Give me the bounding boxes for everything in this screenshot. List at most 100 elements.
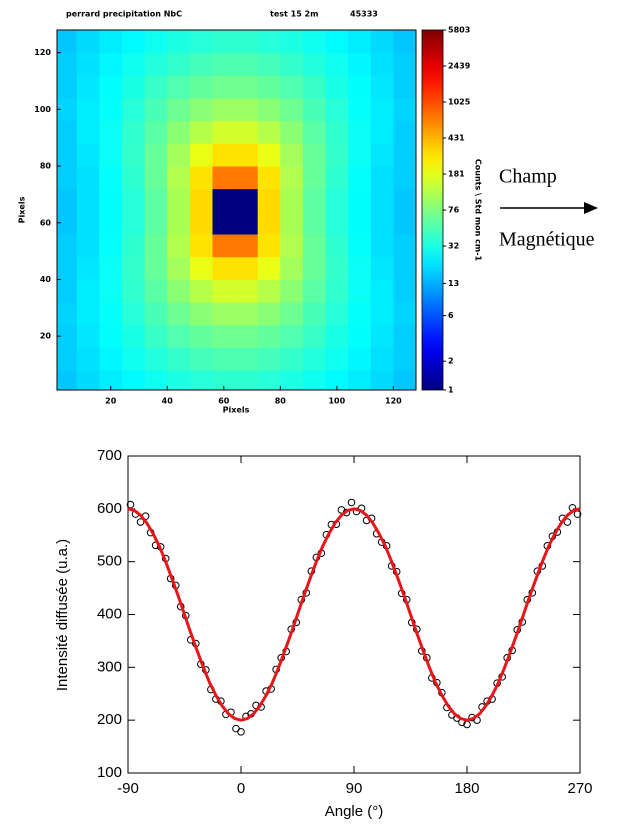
colorbar-tick-label: 6: [448, 311, 454, 320]
heatmap-cell: [280, 324, 304, 348]
heatmap-cell: [76, 347, 100, 371]
heatmap-cell: [257, 256, 281, 280]
y-tick-label: 100: [34, 105, 51, 114]
y-tick-label: 500: [97, 553, 122, 570]
heatmap-cell: [57, 98, 78, 122]
heatmap-cell: [212, 52, 236, 76]
heatmap-cell: [212, 211, 236, 235]
heatmap-cell: [302, 347, 326, 371]
heatmap-cell: [99, 143, 123, 167]
heatmap-cell: [76, 234, 100, 258]
heatmap-cell: [257, 234, 281, 258]
heatmap-cell: [302, 143, 326, 167]
heatmap-cell: [122, 30, 146, 54]
heatmap-cell: [280, 256, 304, 280]
heatmap-cell: [370, 370, 394, 390]
heatmap-cell: [302, 98, 326, 122]
heatmap-cell: [348, 75, 372, 99]
heatmap-cell: [325, 302, 349, 326]
heatmap-cell: [189, 279, 213, 303]
heatmap-cell: [144, 30, 168, 54]
heatmap-cell: [212, 234, 236, 258]
heatmap-cell: [76, 75, 100, 99]
heatmap-cell: [99, 188, 123, 212]
heatmap-cell: [99, 166, 123, 190]
heatmap-cell: [122, 302, 146, 326]
heatmap-cell: [212, 279, 236, 303]
heatmap-cell: [99, 30, 123, 54]
heatmap-cell: [235, 52, 259, 76]
heatmap-cell: [280, 211, 304, 235]
heatmap-cell: [144, 188, 168, 212]
heatmap-cell: [257, 120, 281, 144]
x-axis-label: Pixels: [223, 406, 250, 415]
x-tick-label: 20: [105, 397, 117, 406]
heatmap-cell: [393, 75, 416, 99]
heatmap-cell: [167, 279, 191, 303]
heatmap-cell: [212, 324, 236, 348]
heatmap-cell: [76, 188, 100, 212]
header-text: perrard precipitation NbC: [66, 10, 182, 19]
heatmap-cell: [212, 347, 236, 371]
heatmap-cell: [370, 302, 394, 326]
heatmap-cell: [167, 234, 191, 258]
heatmap-cell: [99, 347, 123, 371]
heatmap-cell: [167, 211, 191, 235]
x-tick-label: 90: [346, 780, 363, 797]
heatmap-cell: [348, 211, 372, 235]
heatmap-cell: [189, 347, 213, 371]
heatmap-cell: [189, 120, 213, 144]
heatmap-cell: [257, 166, 281, 190]
heatmap-cell: [370, 188, 394, 212]
heatmap-cell: [302, 188, 326, 212]
heatmap-cell: [393, 302, 416, 326]
heatmap-cell: [122, 347, 146, 371]
colorbar-tick-label: 32: [448, 242, 459, 251]
heatmap-cell: [57, 166, 78, 190]
heatmap-cell: [189, 166, 213, 190]
heatmap-cell: [122, 370, 146, 390]
heatmap-cell: [99, 279, 123, 303]
heatmap-cell: [144, 234, 168, 258]
heatmap-cell: [122, 279, 146, 303]
heatmap-cell: [235, 188, 259, 212]
heatmap-cell: [144, 211, 168, 235]
heatmap-cell: [122, 52, 146, 76]
heatmap-cell: [144, 166, 168, 190]
heatmap-cell: [257, 143, 281, 167]
heatmap-cell: [212, 120, 236, 144]
heatmap-cell: [76, 370, 100, 390]
header-text: 45333: [350, 10, 378, 19]
heatmap-cell: [235, 302, 259, 326]
heatmap-cell: [325, 143, 349, 167]
heatmap-cell: [76, 302, 100, 326]
heatmap-cell: [235, 256, 259, 280]
heatmap-cell: [189, 324, 213, 348]
heatmap-cell: [393, 120, 416, 144]
x-tick-label: 180: [454, 780, 479, 797]
colorbar-tick-label: 2439: [448, 62, 471, 71]
heatmap-cells: [57, 30, 416, 390]
heatmap-cell: [348, 188, 372, 212]
heatmap-cell: [325, 75, 349, 99]
heatmap-cell: [325, 211, 349, 235]
heatmap-cell: [302, 166, 326, 190]
heatmap-cell: [370, 75, 394, 99]
heatmap-cell: [76, 98, 100, 122]
y-tick-label: 60: [40, 218, 52, 227]
heatmap-cell: [57, 30, 78, 54]
heatmap-cell: [212, 75, 236, 99]
x-tick-label: 80: [275, 397, 287, 406]
heatmap-cell: [122, 143, 146, 167]
heatmap-cell: [76, 324, 100, 348]
heatmap-cell: [189, 302, 213, 326]
heatmap-cell: [212, 302, 236, 326]
heatmap-cell: [122, 75, 146, 99]
heatmap-cell: [325, 188, 349, 212]
heatmap-cell: [325, 52, 349, 76]
heatmap-cell: [57, 370, 78, 390]
heatmap-cell: [99, 52, 123, 76]
heatmap-cell: [99, 120, 123, 144]
colorbar: [421, 29, 444, 391]
